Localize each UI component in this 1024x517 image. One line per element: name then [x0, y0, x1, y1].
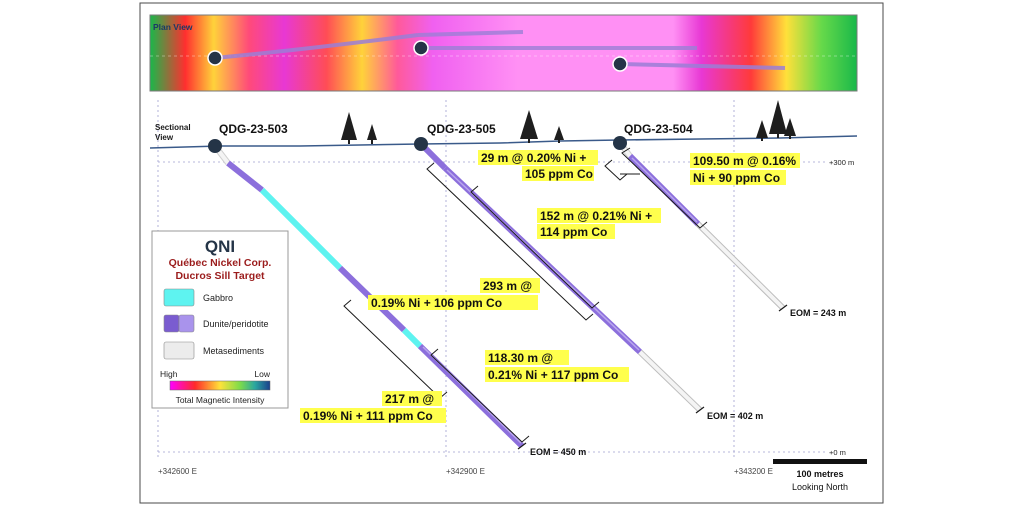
intercept-text: 29 m @ 0.20% Ni +: [481, 151, 586, 165]
legend-company: Québec Nickel Corp.: [169, 257, 272, 269]
tree-icon: [756, 100, 796, 141]
intercept-text: 152 m @ 0.21% Ni +: [540, 209, 652, 223]
legend-item-label: Dunite/peridotite: [203, 319, 269, 329]
easting-label: +342900 E: [446, 467, 485, 476]
collar-503: [208, 139, 222, 153]
legend-swatch-dunite: [163, 314, 180, 333]
hole-name: QDG-23-505: [427, 122, 496, 136]
qni-logo: QNI: [205, 237, 235, 256]
eom-label: EOM = 450 m: [530, 447, 586, 457]
magnetic-ramp: [169, 380, 271, 391]
hole-name: QDG-23-504: [624, 122, 693, 136]
intercept-text: 0.21% Ni + 117 ppm Co: [488, 368, 618, 382]
intercept-text: 118.30 m @: [488, 351, 553, 365]
legend-target: Ducros Sill Target: [175, 270, 265, 282]
easting-label: +343200 E: [734, 467, 773, 476]
eom-label: EOM = 402 m: [707, 411, 763, 421]
collar-505: [414, 137, 428, 151]
tree-icon: [520, 110, 564, 143]
intercept-text: 109.50 m @ 0.16%: [693, 154, 796, 168]
plan-collar-503: [207, 50, 223, 66]
ramp-high-label: High: [160, 369, 178, 379]
bracket-293: [426, 162, 594, 321]
legend-item-label: Metasediments: [203, 346, 265, 356]
drillhole-504: [617, 141, 786, 311]
easting-label: +342600 E: [158, 467, 197, 476]
plan-view-panel: Plan View: [149, 14, 858, 92]
ramp-title: Total Magnetic Intensity: [176, 395, 266, 405]
legend-swatch-metasediments: [163, 341, 195, 360]
hole-name: QDG-23-503: [219, 122, 288, 136]
bracket-118: [430, 348, 530, 443]
eom-tick: [517, 442, 527, 450]
intercept-text: Ni + 90 ppm Co: [693, 171, 780, 185]
bracket-152: [470, 185, 600, 309]
plan-collar-504: [612, 56, 628, 72]
intercept-text: 293 m @: [483, 279, 532, 293]
intercept-text: 217 m @: [385, 392, 434, 406]
intercept-text: 0.19% Ni + 106 ppm Co: [371, 296, 502, 310]
scale-label: 100 metres: [796, 469, 843, 479]
tree-icon: [341, 112, 377, 144]
plan-view-label: Plan View: [153, 22, 193, 32]
bracket-109: [621, 147, 708, 229]
topography-line: [149, 135, 858, 149]
bracket-29: [604, 159, 628, 181]
intercept-text: 0.19% Ni + 111 ppm Co: [303, 409, 433, 423]
legend-item-label: Gabbro: [203, 293, 233, 303]
collar-504: [613, 136, 627, 150]
intercept-text: 114 ppm Co: [540, 225, 607, 239]
intercept-callouts: 29 m @ 0.20% Ni + 105 ppm Co 109.50 m @ …: [300, 150, 800, 423]
intercept-text: 105 ppm Co: [525, 167, 593, 181]
elevation-label: +300 m: [829, 158, 854, 167]
plan-trace-504: [619, 62, 786, 70]
section-label-1: Sectional: [155, 123, 191, 132]
plan-trace-503b: [417, 30, 524, 37]
legend-swatch-peridotite: [178, 314, 195, 333]
scale-bar: 100 metres Looking North: [773, 459, 867, 492]
scale-direction: Looking North: [792, 482, 848, 492]
eom-tick: [778, 304, 788, 312]
section-label-2: View: [155, 133, 174, 142]
plan-trace-503: [214, 33, 419, 60]
elevation-label: +0 m: [829, 448, 846, 457]
eom-tick: [695, 406, 705, 414]
legend-swatch-gabbro: [163, 288, 195, 307]
bracket-217: [343, 299, 448, 399]
eom-label: EOM = 243 m: [790, 308, 846, 318]
legend-box: QNI Québec Nickel Corp. Ducros Sill Targ…: [151, 230, 289, 409]
plan-collar-505: [413, 40, 429, 56]
ramp-low-label: Low: [254, 369, 270, 379]
